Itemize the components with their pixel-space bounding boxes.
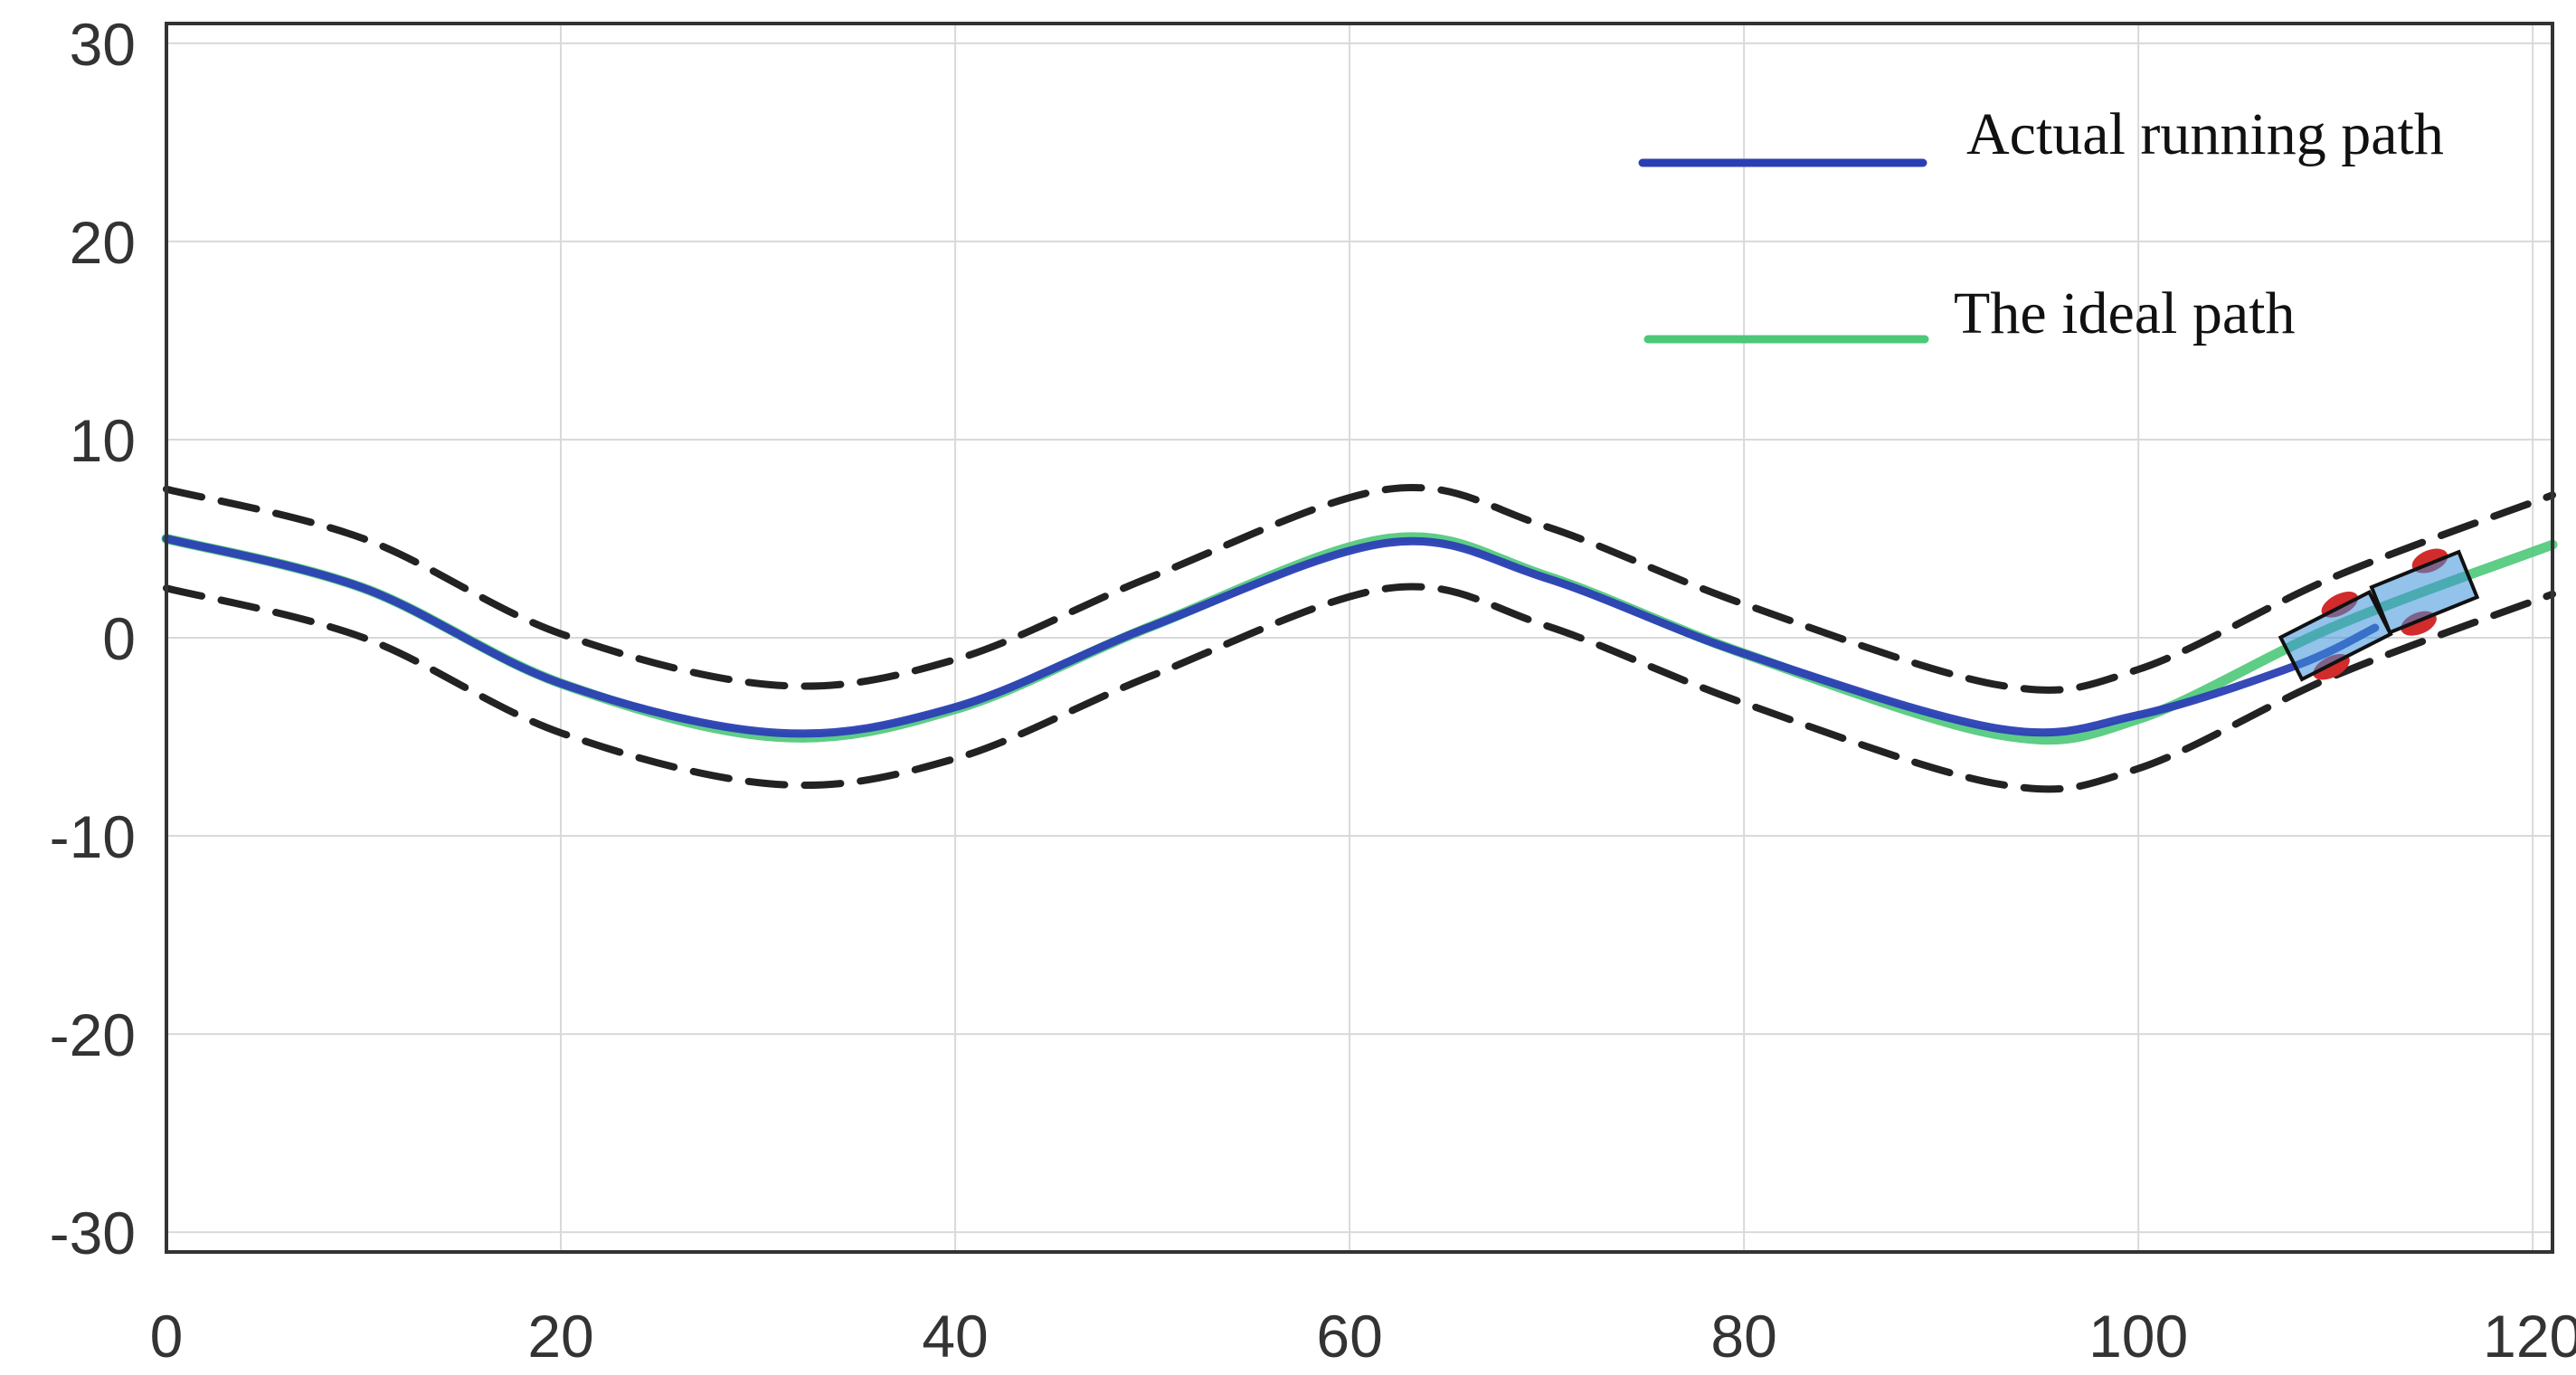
vehicle-tractor	[2369, 548, 2480, 636]
y-tick-label-10: -10	[50, 803, 136, 870]
x-tick-label-120: 120	[2483, 1303, 2576, 1370]
lane-boundary-upper	[163, 484, 2556, 694]
plot-series	[161, 532, 2558, 745]
vehicle-tractor-body	[2369, 549, 2480, 635]
plot-frame	[165, 22, 2554, 1254]
lane-boundaries	[163, 484, 2556, 793]
vehicle-marker	[2278, 548, 2480, 682]
y-tick-label-20: 20	[70, 209, 136, 276]
y-axis-ticks: 30 20 10 0 -10 -20 -30	[50, 11, 136, 1266]
legend-label-ideal-path: The ideal path	[1954, 280, 2296, 346]
lane-boundary-lower	[163, 583, 2556, 793]
y-tick-label-0: 0	[102, 605, 136, 672]
vehicle-trailer	[2278, 589, 2393, 682]
x-tick-label-60: 60	[1316, 1303, 1382, 1370]
x-tick-label-20: 20	[527, 1303, 593, 1370]
y-tick-label-10: 10	[70, 407, 136, 474]
x-tick-label-100: 100	[2088, 1303, 2188, 1370]
y-tick-label-20: -20	[50, 1001, 136, 1068]
x-tick-label-40: 40	[922, 1303, 988, 1370]
x-tick-label-0: 0	[150, 1303, 184, 1370]
y-tick-label-30: 30	[70, 11, 136, 78]
series-line-actual-running-path	[162, 535, 2380, 738]
x-tick-label-80: 80	[1710, 1303, 1776, 1370]
legend: Actual running path The ideal path	[1638, 101, 2444, 346]
x-axis-ticks: 0 20 40 60 80 100 120	[150, 1303, 2576, 1370]
vehicle-trailer-body	[2278, 589, 2393, 682]
y-tick-label-30: -30	[50, 1200, 136, 1266]
legend-label-actual-running-path: Actual running path	[1966, 101, 2444, 167]
